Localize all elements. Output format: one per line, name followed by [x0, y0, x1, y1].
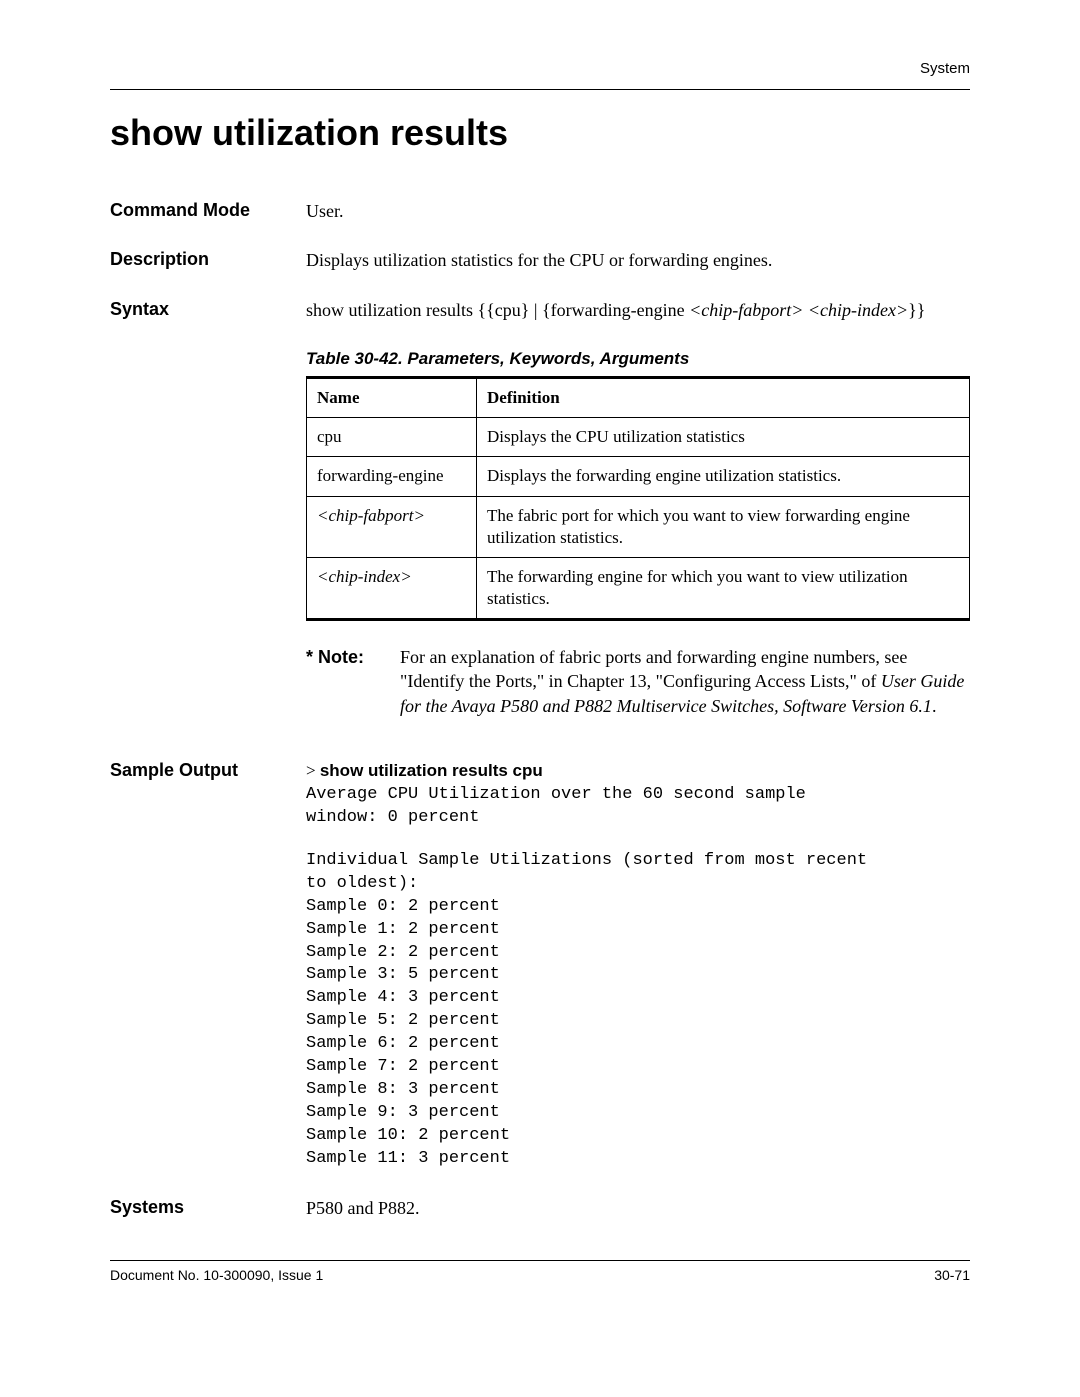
- section-command-mode: Command Mode User.: [110, 200, 970, 223]
- section-systems: Systems P580 and P882.: [110, 1197, 970, 1220]
- note-block: * Note: For an explanation of fabric por…: [306, 645, 970, 718]
- section-sample-output: Sample Output > show utilization results…: [110, 760, 970, 1171]
- cell-def: Displays the forwarding engine utilizati…: [477, 457, 970, 496]
- value-systems: P580 and P882.: [306, 1197, 970, 1220]
- value-description: Displays utilization statistics for the …: [306, 249, 970, 272]
- label-description: Description: [110, 249, 306, 272]
- sample-output-block-1: Average CPU Utilization over the 60 seco…: [306, 784, 970, 830]
- sample-prompt: >: [306, 761, 320, 780]
- page-category: System: [920, 60, 970, 77]
- syntax-prefix: show utilization results {{cpu} | {forwa…: [306, 300, 689, 320]
- cell-name: forwarding-engine: [307, 457, 477, 496]
- cell-def: The fabric port for which you want to vi…: [477, 496, 970, 557]
- table-row: cpu Displays the CPU utilization statist…: [307, 418, 970, 457]
- syntax-chip-fabport: <chip-fabport>: [689, 300, 803, 320]
- table-row: <chip-fabport> The fabric port for which…: [307, 496, 970, 557]
- footer-right: 30-71: [934, 1267, 970, 1283]
- cell-name: <chip-fabport>: [307, 496, 477, 557]
- footer-left: Document No. 10-300090, Issue 1: [110, 1267, 323, 1283]
- note-text-after: .: [932, 696, 937, 716]
- section-table: Table 30-42. Parameters, Keywords, Argum…: [110, 348, 970, 734]
- table-caption: Table 30-42. Parameters, Keywords, Argum…: [306, 348, 970, 370]
- label-syntax: Syntax: [110, 299, 306, 322]
- cell-name: <chip-index>: [307, 557, 477, 619]
- label-sample-output: Sample Output: [110, 760, 306, 1171]
- table-row: <chip-index> The forwarding engine for w…: [307, 557, 970, 619]
- section-syntax: Syntax show utilization results {{cpu} |…: [110, 299, 970, 322]
- sample-command: show utilization results cpu: [320, 761, 543, 780]
- th-name: Name: [307, 378, 477, 418]
- value-syntax: show utilization results {{cpu} | {forwa…: [306, 299, 970, 322]
- page-title: show utilization results: [110, 112, 970, 154]
- cell-def: Displays the CPU utilization statistics: [477, 418, 970, 457]
- params-table: Name Definition cpu Displays the CPU uti…: [306, 376, 970, 621]
- cell-name: cpu: [307, 418, 477, 457]
- section-description: Description Displays utilization statist…: [110, 249, 970, 272]
- syntax-chip-index: <chip-index>: [808, 300, 908, 320]
- page-footer: Document No. 10-300090, Issue 1 30-71: [110, 1267, 970, 1283]
- label-systems: Systems: [110, 1197, 306, 1220]
- note-body: For an explanation of fabric ports and f…: [400, 645, 970, 718]
- note-label: * Note:: [306, 645, 400, 718]
- table-row: forwarding-engine Displays the forwardin…: [307, 457, 970, 496]
- footer-divider: [110, 1260, 970, 1261]
- note-text-before: For an explanation of fabric ports and f…: [400, 647, 907, 691]
- cell-def: The forwarding engine for which you want…: [477, 557, 970, 619]
- label-command-mode: Command Mode: [110, 200, 306, 223]
- sample-output-block-2: Individual Sample Utilizations (sorted f…: [306, 850, 970, 1171]
- sample-command-line: > show utilization results cpu: [306, 760, 970, 782]
- value-command-mode: User.: [306, 200, 970, 223]
- th-definition: Definition: [477, 378, 970, 418]
- top-divider: [110, 89, 970, 90]
- syntax-suffix: }}: [908, 300, 925, 320]
